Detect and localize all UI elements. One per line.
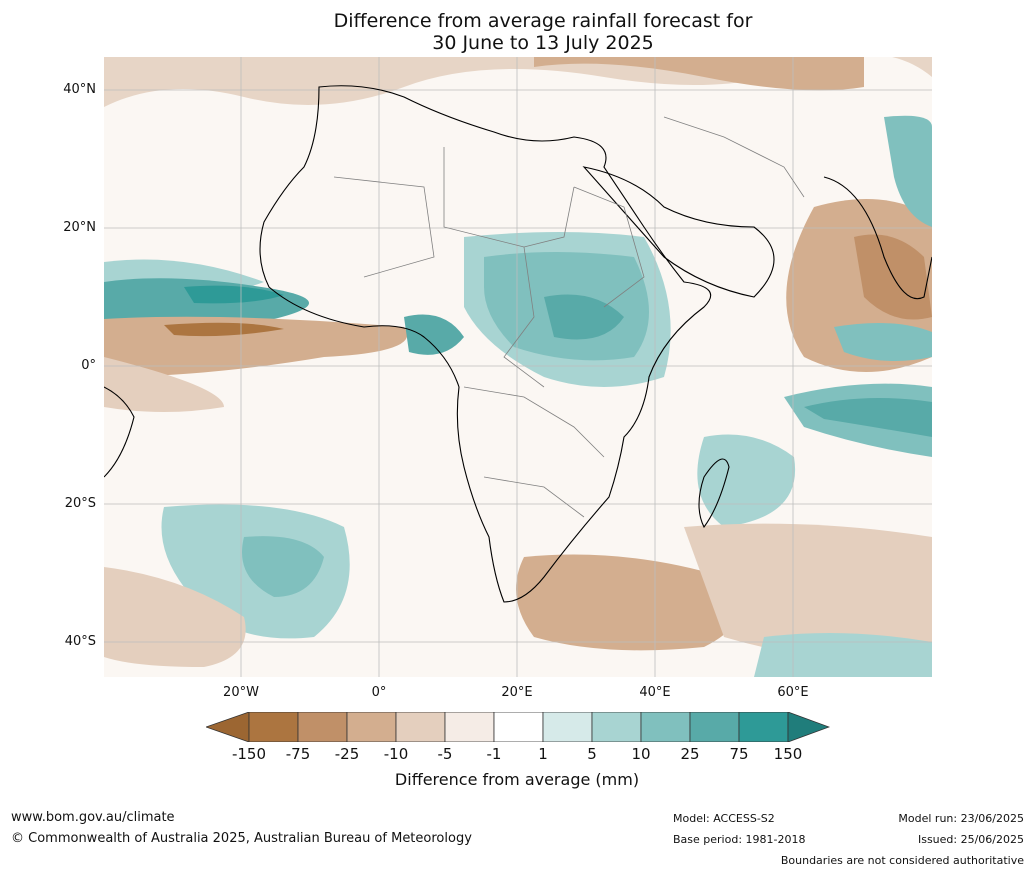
base-period: Base period: 1981-2018 [673, 833, 806, 846]
colorbar-tick-7: 1 [538, 745, 548, 763]
title-line-2: 30 June to 13 July 2025 [432, 32, 654, 54]
lon-label-40e: 40°E [639, 685, 671, 700]
colorbar-cell-5 [444, 712, 495, 742]
colorbar-label: Difference from average (mm) [394, 770, 640, 789]
colorbar-cell-4 [395, 712, 446, 742]
country-borders [333, 116, 805, 518]
lon-label-20e: 20°E [501, 685, 533, 700]
colorbar-tick-12: 150 [773, 745, 803, 763]
colorbar-cell-10 [689, 712, 740, 742]
title-line-1: Difference from average rainfall forecas… [333, 10, 753, 32]
colorbar-tick-5: -5 [437, 745, 453, 763]
colorbar-tick-9: 10 [631, 745, 651, 763]
colorbar-tick-6: -1 [486, 745, 502, 763]
lat-label-40s: 40°S [64, 634, 96, 649]
lat-label-20s: 20°S [64, 496, 96, 511]
colorbar-tick-8: 5 [587, 745, 597, 763]
coastlines [104, 85, 932, 603]
colorbar-tick-10: 25 [680, 745, 700, 763]
map-title: Difference from average rainfall forecas… [0, 10, 1035, 54]
colorbar-cell-8 [591, 712, 642, 742]
map-svg [104, 57, 932, 677]
issued-date: Issued: 25/06/2025 [917, 833, 1024, 846]
colorbar-cell-6 [493, 712, 544, 742]
colorbar-cell-1 [248, 712, 299, 742]
colorbar [206, 712, 830, 742]
model-name: Model: ACCESS-S2 [673, 812, 775, 825]
rainfall-anomaly-map [104, 57, 932, 677]
lat-label-40n: 40°N [63, 82, 96, 97]
website-link[interactable]: www.bom.gov.au/climate [11, 810, 175, 825]
colorbar-tick-1: -150 [231, 745, 267, 763]
map-gridlines [104, 57, 932, 677]
lon-label-0: 0° [371, 685, 387, 700]
colorbar-cell-3 [346, 712, 397, 742]
boundaries-note: Boundaries are not considered authoritat… [780, 854, 1024, 867]
colorbar-cell-7 [542, 712, 593, 742]
lon-label-20w: 20°W [223, 685, 259, 700]
colorbar-tick-3: -25 [334, 745, 360, 763]
colorbar-cell-high-extend [787, 712, 830, 742]
lat-label-20n: 20°N [63, 220, 96, 235]
colorbar-tick-2: -75 [285, 745, 311, 763]
model-run-date: Model run: 23/06/2025 [898, 812, 1024, 825]
lon-label-60e: 60°E [777, 685, 809, 700]
anomaly-fields [104, 57, 932, 677]
colorbar-cell-11 [738, 712, 789, 742]
colorbar-cell-9 [640, 712, 691, 742]
colorbar-tick-11: 75 [729, 745, 749, 763]
colorbar-cell-2 [297, 712, 348, 742]
colorbar-cell-low-extend [206, 712, 250, 742]
copyright-text: © Commonwealth of Australia 2025, Austra… [11, 831, 472, 846]
colorbar-tick-4: -10 [383, 745, 409, 763]
lat-label-0: 0° [81, 358, 96, 373]
